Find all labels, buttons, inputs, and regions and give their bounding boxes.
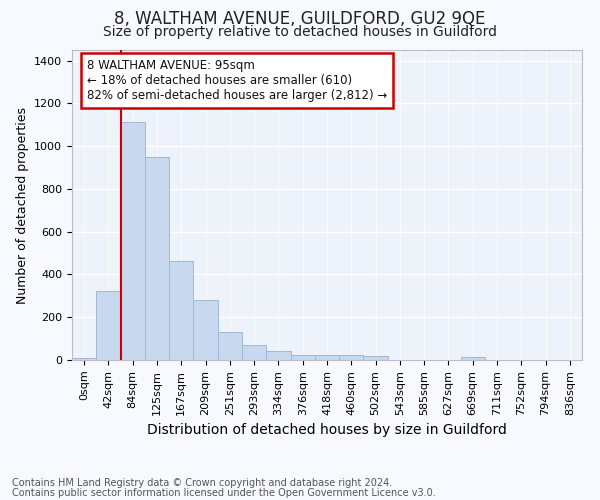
Bar [266,351,290,360]
Bar [121,122,145,360]
Text: Contains public sector information licensed under the Open Government Licence v3: Contains public sector information licen… [12,488,436,498]
Bar [339,354,364,360]
Bar [145,157,169,360]
Text: 8, WALTHAM AVENUE, GUILDFORD, GU2 9QE: 8, WALTHAM AVENUE, GUILDFORD, GU2 9QE [115,10,485,28]
Bar [461,357,485,360]
Bar [242,345,266,360]
Bar [72,358,96,360]
Bar [315,354,339,360]
Bar [169,260,193,360]
Bar [364,356,388,360]
Y-axis label: Number of detached properties: Number of detached properties [16,106,29,304]
Bar [290,354,315,360]
Bar [218,332,242,360]
Bar [193,300,218,360]
Text: Contains HM Land Registry data © Crown copyright and database right 2024.: Contains HM Land Registry data © Crown c… [12,478,392,488]
X-axis label: Distribution of detached houses by size in Guildford: Distribution of detached houses by size … [147,423,507,437]
Bar [96,290,121,360]
Text: 8 WALTHAM AVENUE: 95sqm
← 18% of detached houses are smaller (610)
82% of semi-d: 8 WALTHAM AVENUE: 95sqm ← 18% of detache… [88,60,388,102]
Text: Size of property relative to detached houses in Guildford: Size of property relative to detached ho… [103,25,497,39]
